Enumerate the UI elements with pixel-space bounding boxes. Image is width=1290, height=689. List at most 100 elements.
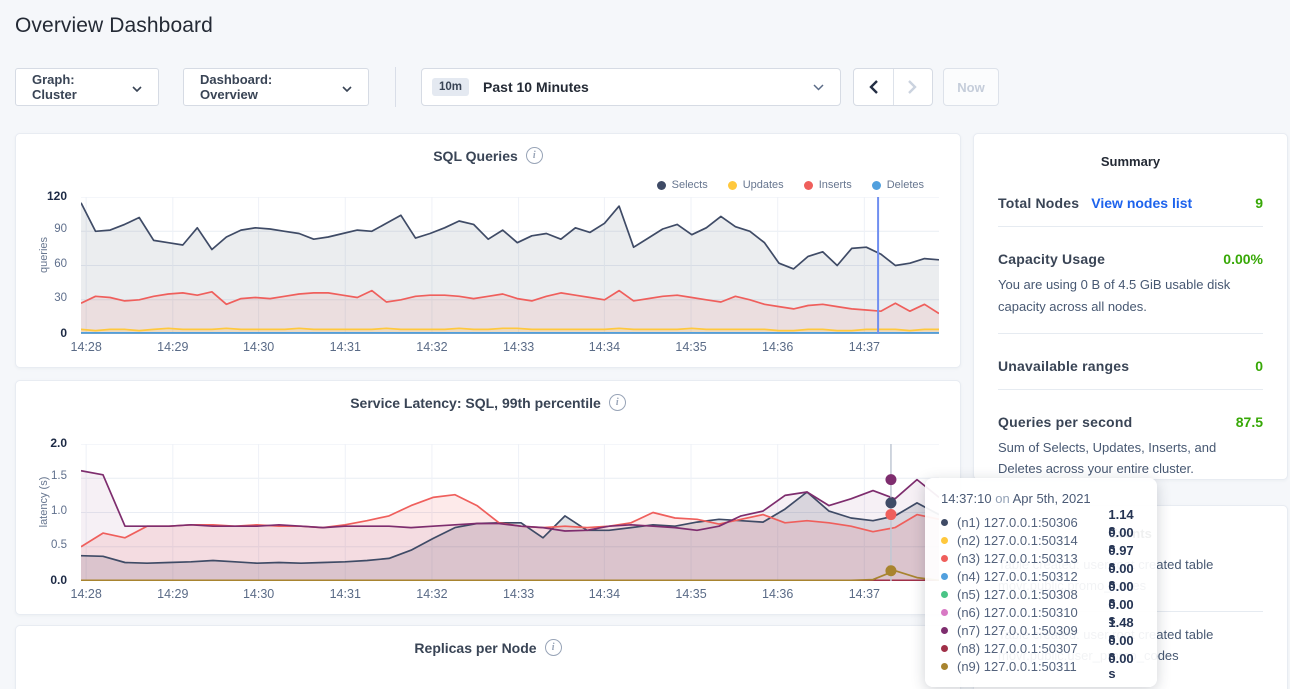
- x-axis-tick-label: 14:36: [762, 587, 793, 601]
- replicas-per-node-title: Replicas per Node i: [16, 639, 960, 656]
- node-address: (n1) 127.0.0.1:50306: [957, 515, 1108, 530]
- node-color-dot-icon: [941, 627, 948, 634]
- chart-title-text: Service Latency: SQL, 99th percentile: [350, 395, 601, 411]
- service-latency-title: Service Latency: SQL, 99th percentile i: [16, 394, 960, 411]
- summary-value: 0: [1255, 358, 1263, 374]
- dashboard-dropdown[interactable]: Dashboard: Overview: [183, 68, 369, 106]
- divider: [998, 389, 1263, 390]
- tooltip-date: Apr 5th, 2021: [1013, 491, 1091, 506]
- controls-bar: Graph: Cluster Dashboard: Overview 10m P…: [15, 68, 999, 106]
- x-axis-tick-label: 14:30: [243, 340, 274, 354]
- legend-label: Selects: [672, 179, 708, 191]
- chart-title-text: Replicas per Node: [414, 640, 536, 656]
- node-color-dot-icon: [941, 645, 948, 652]
- x-axis-tick-label: 14:28: [71, 587, 102, 601]
- graph-scope-label: Graph: Cluster: [32, 72, 122, 102]
- info-icon[interactable]: i: [609, 394, 626, 411]
- tooltip-conjunction: on: [995, 491, 1009, 506]
- summary-value: 87.5: [1236, 414, 1263, 430]
- x-axis-tick-label: 14:31: [330, 587, 361, 601]
- summary-panel: Summary Total Nodes View nodes list 9 Ca…: [973, 133, 1288, 480]
- summary-label: Capacity Usage: [998, 251, 1105, 267]
- graph-scope-dropdown[interactable]: Graph: Cluster: [15, 68, 159, 106]
- x-axis-tick-label: 14:36: [762, 340, 793, 354]
- page-title: Overview Dashboard: [15, 14, 213, 38]
- time-range-badge: 10m: [432, 78, 469, 96]
- y-axis-unit-label: latency (s): [38, 447, 50, 557]
- x-axis-tick-label: 14:29: [157, 340, 188, 354]
- time-step-buttons: [853, 68, 933, 106]
- node-latency-value: 0.00 s: [1108, 651, 1143, 681]
- x-axis-tick-label: 14:31: [330, 340, 361, 354]
- chart-title-text: SQL Queries: [433, 148, 518, 164]
- x-axis-tick-label: 14:34: [589, 587, 620, 601]
- x-axis-tick-label: 14:34: [589, 340, 620, 354]
- x-axis-tick-label: 14:33: [503, 587, 534, 601]
- x-axis-tick-label: 14:37: [849, 340, 880, 354]
- tooltip-timestamp: 14:37:10 on Apr 5th, 2021: [941, 491, 1143, 506]
- summary-label: Unavailable ranges: [998, 358, 1129, 374]
- view-nodes-list-link[interactable]: View nodes list: [1091, 195, 1192, 211]
- node-color-dot-icon: [941, 663, 948, 670]
- time-range-label: Past 10 Minutes: [483, 79, 813, 95]
- summary-note: Sum of Selects, Updates, Inserts, and De…: [998, 437, 1263, 481]
- node-color-dot-icon: [941, 609, 948, 616]
- x-axis-tick-label: 14:37: [849, 587, 880, 601]
- y-axis-tick-label: 0.0: [17, 573, 67, 587]
- chart-plot[interactable]: [81, 197, 939, 339]
- x-axis-tick-label: 14:28: [71, 340, 102, 354]
- x-axis-tick-label: 14:35: [675, 587, 706, 601]
- divider: [998, 333, 1263, 334]
- tooltip-rows: (n1) 127.0.0.1:503061.14 s(n2) 127.0.0.1…: [941, 513, 1143, 675]
- chevron-down-icon: [132, 80, 142, 95]
- summary-label: Queries per second: [998, 414, 1132, 430]
- x-axis-tick-label: 14:30: [243, 587, 274, 601]
- legend-dot-icon: [804, 181, 813, 190]
- time-range-dropdown[interactable]: 10m Past 10 Minutes: [421, 68, 841, 106]
- node-color-dot-icon: [941, 591, 948, 598]
- summary-label: Total Nodes: [998, 195, 1079, 211]
- info-icon[interactable]: i: [545, 639, 562, 656]
- legend-item-selects[interactable]: Selects: [657, 179, 708, 191]
- info-icon[interactable]: i: [526, 147, 543, 164]
- x-axis-tick-label: 14:32: [416, 340, 447, 354]
- now-button[interactable]: Now: [943, 68, 999, 106]
- y-axis-unit-label: queries: [38, 200, 50, 310]
- node-color-dot-icon: [941, 573, 948, 580]
- legend-dot-icon: [657, 181, 666, 190]
- time-back-button[interactable]: [854, 69, 894, 105]
- summary-row-qps: Queries per second 87.5: [998, 414, 1263, 430]
- summary-note: You are using 0 B of 4.5 GiB usable disk…: [998, 274, 1263, 318]
- chart-plot[interactable]: [81, 444, 939, 586]
- legend-item-updates[interactable]: Updates: [728, 179, 784, 191]
- node-address: (n3) 127.0.0.1:50313: [957, 551, 1108, 566]
- x-axis-tick-label: 14:35: [675, 340, 706, 354]
- node-address: (n5) 127.0.0.1:50308: [957, 587, 1108, 602]
- node-address: (n7) 127.0.0.1:50309: [957, 623, 1108, 638]
- tooltip-time: 14:37:10: [941, 491, 992, 506]
- y-axis-tick-label: 0: [17, 326, 67, 340]
- summary-value: 9: [1255, 195, 1263, 211]
- sql-queries-title: SQL Queries i: [16, 147, 960, 164]
- node-address: (n8) 127.0.0.1:50307: [957, 641, 1108, 656]
- x-axis-tick-label: 14:33: [503, 340, 534, 354]
- summary-value: 0.00%: [1223, 251, 1263, 267]
- legend-label: Deletes: [887, 179, 924, 191]
- legend-item-inserts[interactable]: Inserts: [804, 179, 852, 191]
- node-color-dot-icon: [941, 555, 948, 562]
- summary-row-unavailable-ranges: Unavailable ranges 0: [998, 358, 1263, 374]
- sql-chart-legend: Selects Updates Inserts Deletes: [657, 179, 924, 191]
- summary-row-total-nodes: Total Nodes View nodes list 9: [998, 195, 1263, 211]
- legend-item-deletes[interactable]: Deletes: [872, 179, 924, 191]
- sql-queries-chart-card: SQL Queries i Selects Updates Inserts Delet…: [15, 133, 961, 368]
- node-address: (n2) 127.0.0.1:50314: [957, 533, 1108, 548]
- controls-divider: [395, 67, 396, 107]
- time-forward-button[interactable]: [894, 69, 933, 105]
- summary-header: Summary: [974, 154, 1287, 169]
- x-axis-tick-label: 14:32: [416, 587, 447, 601]
- chevron-down-icon: [813, 78, 824, 96]
- node-address: (n6) 127.0.0.1:50310: [957, 605, 1108, 620]
- legend-dot-icon: [728, 181, 737, 190]
- legend-dot-icon: [872, 181, 881, 190]
- dashboard-label: Dashboard: Overview: [200, 72, 332, 102]
